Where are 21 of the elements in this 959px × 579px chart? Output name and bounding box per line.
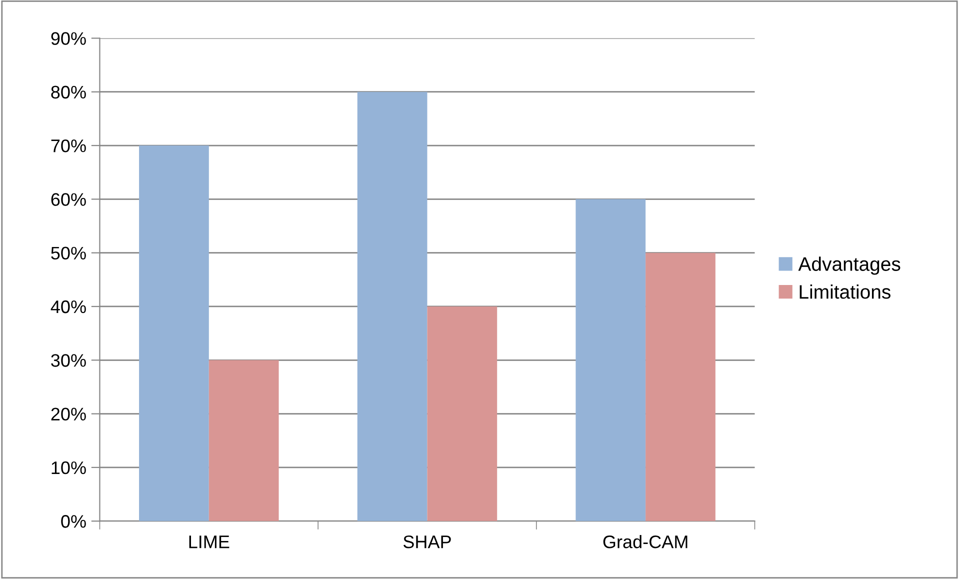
y-tick-label: 90% — [51, 32, 86, 45]
y-tick-label: 60% — [51, 193, 86, 206]
bar — [208, 360, 279, 522]
bar — [646, 252, 716, 522]
y-tick-label: 0% — [61, 515, 86, 528]
y-tick-label: 50% — [51, 246, 86, 260]
bar — [427, 306, 498, 522]
bar — [357, 92, 428, 522]
y-tick-label: 40% — [50, 300, 86, 314]
y-tick-label: 70% — [51, 139, 86, 152]
bar — [139, 146, 209, 522]
y-tick-label: 80% — [51, 86, 86, 99]
x-tick-label: SHAP — [403, 535, 451, 548]
legend-label: Advantages — [798, 256, 900, 275]
x-tick-label: LIME — [189, 536, 230, 548]
y-tick-label: 10% — [52, 461, 86, 474]
bar — [576, 199, 646, 522]
y-tick-label: 20% — [51, 408, 86, 421]
y-tick-label: 30% — [51, 354, 86, 367]
legend-label: Limitations — [800, 284, 890, 299]
x-tick-label: Grad-CAM — [603, 534, 688, 548]
